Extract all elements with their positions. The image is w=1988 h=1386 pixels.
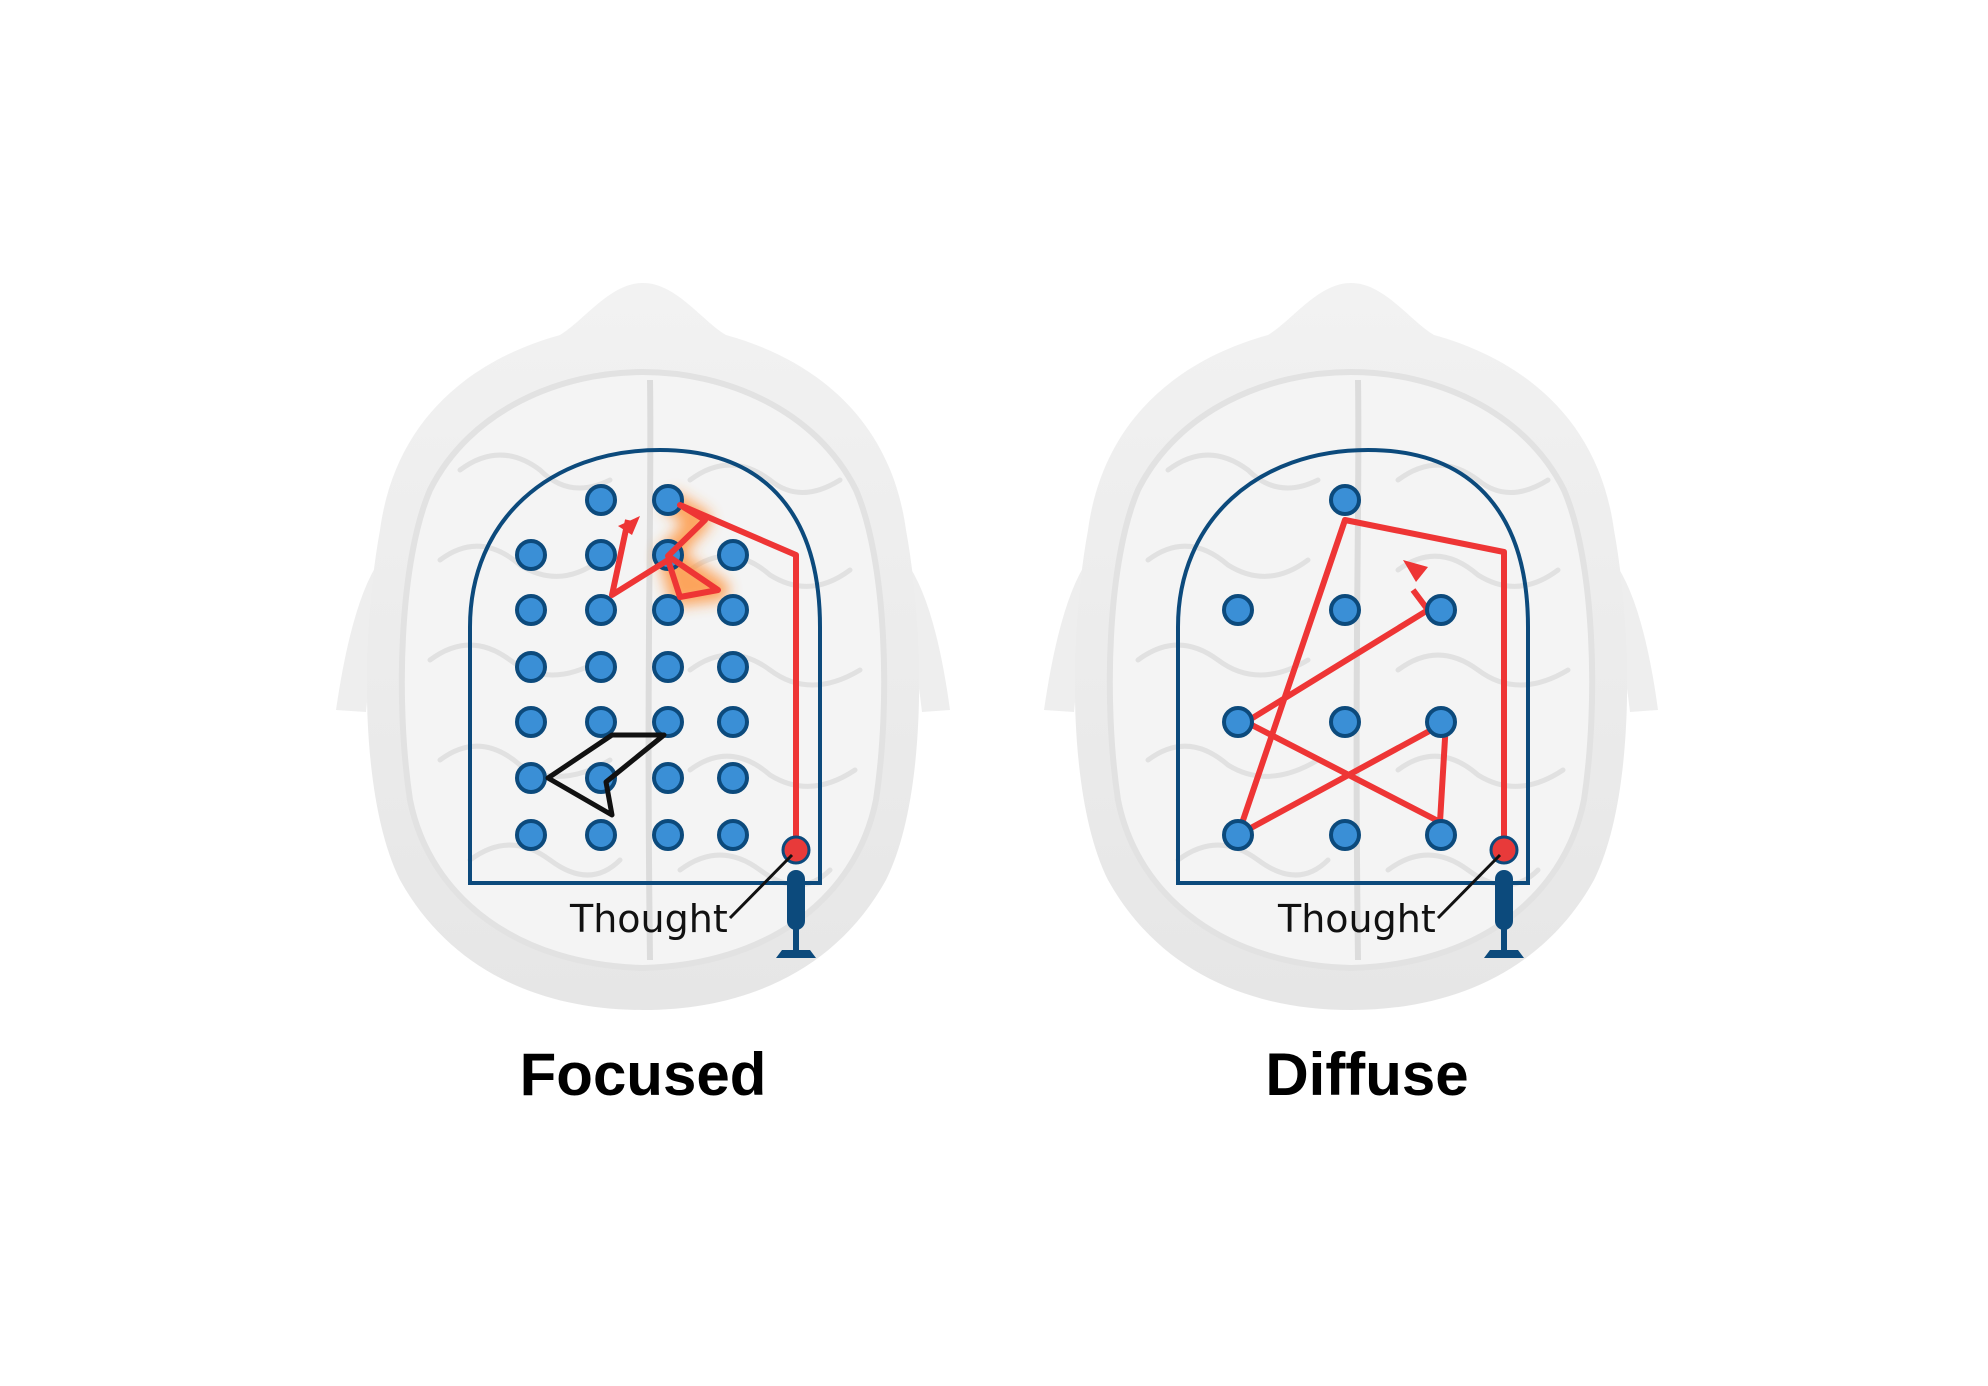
focused-thought-path [609,502,799,848]
node [717,819,749,851]
node [515,762,547,794]
node [1222,706,1254,738]
node [717,762,749,794]
node [585,651,617,683]
brain-icon [336,283,950,1010]
node [1329,484,1361,516]
node [515,706,547,738]
node [515,539,547,571]
node [585,484,617,516]
node [1222,594,1254,626]
node [717,651,749,683]
diffuse-panel: Thought [1044,283,1658,1010]
node [515,594,547,626]
thought-leader-line [1436,853,1502,920]
panel-title-diffuse: Diffuse [1265,1041,1469,1108]
pinball-frame [468,447,822,885]
node [1425,706,1457,738]
focused-panel: Thought [336,283,950,1010]
node [1329,594,1361,626]
thought-leader-line [728,853,794,920]
node [652,484,684,516]
thought-label: Thought [569,897,728,941]
node [1425,594,1457,626]
node [1222,819,1254,851]
pinball-frame [1176,447,1530,885]
node [652,594,684,626]
node [652,651,684,683]
diffuse-nodes [1222,484,1457,851]
node [652,706,684,738]
node [585,819,617,851]
panel-title-focused: Focused [519,1041,767,1108]
pinball-plunger-icon [776,870,816,958]
node [652,819,684,851]
node [515,651,547,683]
node [585,706,617,738]
node [1329,819,1361,851]
thought-shape [545,732,667,818]
node [1329,706,1361,738]
node [652,762,684,794]
focused-nodes [515,484,749,851]
node [585,594,617,626]
brain-icon [1044,283,1658,1010]
pinball-plunger-icon [1484,870,1524,958]
node [1425,819,1457,851]
arrow-head [1403,560,1428,582]
node [717,539,749,571]
node [717,706,749,738]
node [717,594,749,626]
arrow-head [618,516,640,535]
node [515,819,547,851]
node [585,539,617,571]
thought-label: Thought [1277,897,1436,941]
